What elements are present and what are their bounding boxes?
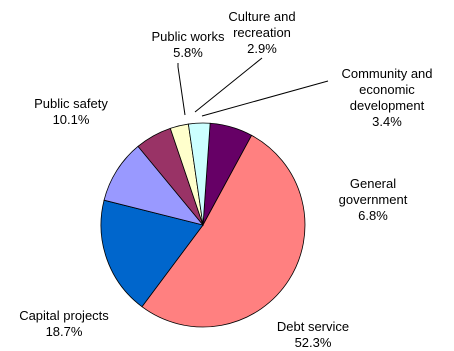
slice-percent-label: 6.8% — [358, 208, 388, 223]
slice-name-label: General — [350, 176, 396, 191]
slice-percent-label: 10.1% — [53, 112, 90, 127]
slice-name-label: recreation — [233, 25, 291, 40]
pie-slice-community-and-economic-development — [187, 122, 211, 226]
slice-percent-label: 18.7% — [46, 324, 83, 339]
slice-percent-label: 2.9% — [247, 41, 277, 56]
pie-slice-debt-service — [141, 134, 306, 328]
slice-percent-label: 3.4% — [372, 114, 402, 129]
slice-percent-label: 52.3% — [295, 335, 332, 350]
leader-line — [201, 80, 329, 117]
slice-name-label: Community and — [341, 66, 432, 81]
slice-percent-label: 5.8% — [173, 45, 203, 60]
pie-slices — [100, 122, 306, 328]
leader-line — [177, 63, 186, 116]
slice-name-label: government — [339, 192, 408, 207]
leader-line — [194, 57, 263, 113]
slice-name-label: Capital projects — [19, 308, 109, 323]
leader-lines — [177, 57, 329, 117]
slice-name-label: Public safety — [34, 96, 108, 111]
pie-slice-capital-projects — [100, 199, 204, 308]
slice-name-label: Debt service — [277, 319, 349, 334]
slice-name-label: Public works — [152, 29, 225, 44]
slice-name-label: economic — [359, 82, 415, 97]
slice-name-label: Culture and — [228, 9, 295, 24]
slice-name-label: development — [350, 98, 425, 113]
